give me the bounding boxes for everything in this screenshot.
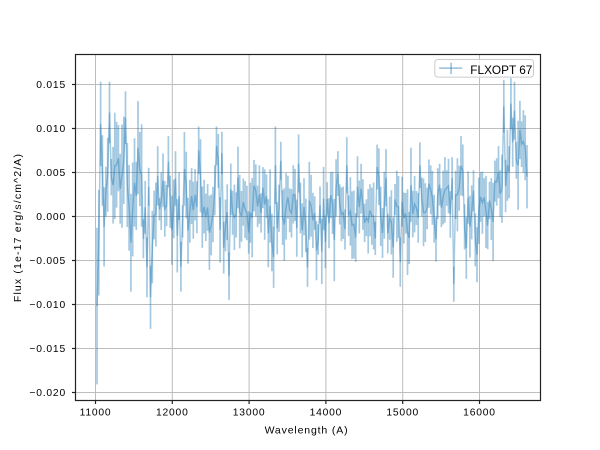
- svg-text:Wavelength (A): Wavelength (A): [265, 425, 349, 437]
- svg-text:14000: 14000: [310, 408, 343, 419]
- svg-text:13000: 13000: [233, 408, 266, 419]
- svg-text:Flux (1e-17 erg/s/cm^2/A): Flux (1e-17 erg/s/cm^2/A): [12, 153, 24, 302]
- svg-text:FLXOPT 67: FLXOPT 67: [470, 63, 532, 77]
- svg-text:16000: 16000: [463, 408, 496, 419]
- svg-text:11000: 11000: [80, 408, 112, 419]
- svg-text:−0.020: −0.020: [29, 388, 66, 399]
- svg-text:0.010: 0.010: [36, 124, 66, 135]
- svg-text:12000: 12000: [156, 408, 189, 419]
- svg-text:−0.015: −0.015: [29, 344, 66, 355]
- svg-text:0.005: 0.005: [36, 168, 66, 179]
- svg-text:0.000: 0.000: [36, 212, 66, 223]
- svg-text:−0.005: −0.005: [29, 256, 66, 267]
- svg-text:0.015: 0.015: [36, 80, 66, 91]
- svg-text:−0.010: −0.010: [29, 300, 66, 311]
- svg-text:15000: 15000: [386, 408, 419, 419]
